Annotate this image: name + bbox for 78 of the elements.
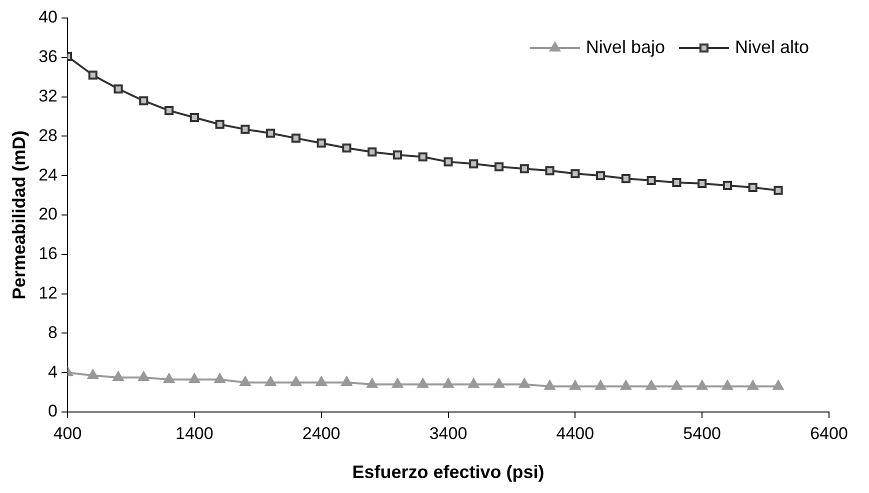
y-tick-label: 40 [38,8,58,27]
point [444,157,453,166]
point [290,376,302,386]
point [442,378,454,388]
y-tick-label: 8 [48,322,58,342]
y-tick-label: 28 [38,126,58,145]
point [188,372,200,383]
y-tick-label: 36 [38,47,58,66]
x-axis-title: Esfuerzo efectivo (psi) [352,462,544,482]
point [139,96,148,106]
x-tick-label: 2400 [302,424,340,443]
point [266,128,276,138]
point [621,174,630,184]
point [518,378,530,388]
point [342,143,352,153]
point [392,378,404,388]
point [468,378,480,388]
x-tick-label: 3400 [429,424,468,443]
point [114,84,123,94]
point [774,186,783,195]
point [164,106,174,116]
y-axis-title: Permeabilidad (mD) [8,130,29,300]
point [239,376,251,386]
point [722,180,732,190]
y-tick-label: 12 [38,283,58,302]
y-tick-label: 0 [48,402,58,421]
point [569,380,581,390]
y-tick-label: 20 [38,204,58,224]
point [341,376,352,386]
point [87,369,99,380]
point [544,380,556,390]
point [747,380,759,390]
x-tick-label: 400 [53,424,82,443]
point [88,70,98,80]
y-tick-label: 4 [48,362,58,382]
point [520,164,529,174]
point [316,138,326,148]
point [620,380,632,390]
x-tick-label: 6400 [810,424,848,443]
point [493,378,505,388]
point [214,372,226,383]
point [698,178,707,188]
point [316,376,328,386]
point [672,178,682,188]
legend-label: Nivel alto [734,36,809,57]
point [366,378,378,388]
point [418,152,428,162]
point [596,171,606,180]
point [545,166,554,176]
y-tick-label: 16 [38,244,58,264]
point [646,176,656,186]
point [722,380,734,390]
y-tick-label: 24 [38,165,58,184]
point [417,378,429,388]
point [264,376,276,386]
point [190,112,199,122]
point [646,380,658,390]
point [240,124,250,134]
point [215,120,224,129]
point [469,159,478,168]
point [392,150,402,160]
point [748,182,758,192]
point [696,380,708,390]
point [368,147,377,156]
x-tick-label: 5400 [683,424,721,443]
x-tick-label: 1400 [176,424,214,443]
legend-label: Nivel bajo [586,36,665,57]
point [112,371,124,382]
point [594,380,606,390]
point [291,134,300,143]
point [163,372,175,383]
point [671,380,682,390]
point [570,169,580,178]
point [772,380,784,390]
point [494,162,504,172]
x-tick-label: 4400 [556,424,594,443]
point [138,371,150,382]
y-tick-label: 32 [38,86,58,106]
